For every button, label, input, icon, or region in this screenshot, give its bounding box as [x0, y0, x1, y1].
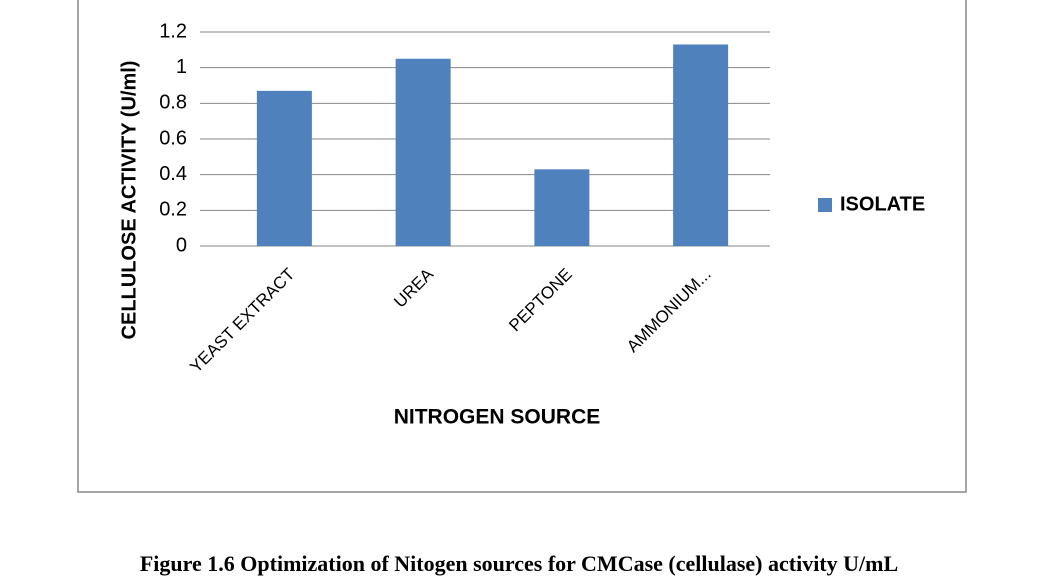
bar: [673, 44, 729, 246]
y-tick-label: 0: [176, 234, 187, 256]
y-tick-label: 1.2: [159, 20, 187, 42]
y-tick-label: 0.8: [159, 92, 187, 114]
y-tick-label: 0.6: [159, 127, 187, 149]
bar: [256, 90, 312, 246]
bar: [395, 58, 451, 246]
y-tick-label: 1: [176, 56, 187, 78]
caption: Figure 1.6 Optimization of Nitogen sourc…: [140, 551, 898, 576]
x-axis-label: NITROGEN SOURCE: [394, 406, 601, 429]
bar: [534, 169, 590, 246]
y-tick-label: 0.2: [159, 199, 187, 221]
y-axis-label: CELLULOSE ACTIVITY (U/ml): [118, 61, 140, 340]
legend-swatch: [818, 198, 832, 212]
y-tick-label: 0.4: [159, 163, 187, 185]
legend-label: ISOLATE: [840, 193, 925, 215]
